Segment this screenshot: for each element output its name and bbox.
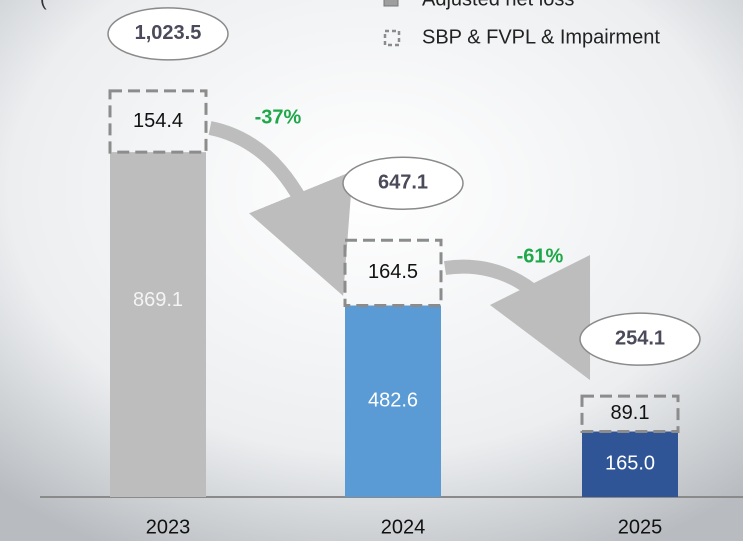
total-label: 254.1: [615, 327, 665, 349]
bar-segment: [345, 305, 441, 497]
total-bubble: [579, 312, 701, 366]
x-tick-label: 2025: [618, 516, 663, 538]
legend-label: SBP & FVPL & Impairment: [422, 26, 660, 48]
bar-segment: [343, 238, 443, 308]
value-label: 164.5: [368, 261, 418, 283]
legend-swatch: [383, 0, 399, 7]
value-label: 165.0: [605, 453, 655, 475]
legend-swatch: [383, 29, 401, 47]
arrow: [443, 254, 591, 381]
change-label: -37%: [255, 106, 302, 128]
value-label: 154.4: [133, 110, 183, 132]
value-label: 482.6: [368, 390, 418, 412]
x-tick-label: 2023: [146, 516, 191, 538]
value-label: 869.1: [133, 289, 183, 311]
bar-segment: [110, 152, 206, 497]
change-label: -61%: [517, 245, 564, 267]
total-bubble: [342, 156, 464, 210]
total-label: 647.1: [378, 172, 428, 194]
bar-segment: [108, 89, 208, 154]
x-tick-label: 2024: [381, 516, 426, 538]
bar-segment: [580, 394, 680, 434]
legend-label: Adjusted net loss: [422, 0, 574, 10]
total-label: 1,023.5: [135, 22, 202, 44]
unit-fragment: (: [40, 0, 47, 10]
arrow: [208, 121, 353, 296]
value-label: 89.1: [611, 402, 650, 424]
total-bubble: [107, 7, 229, 61]
bar-segment: [582, 431, 678, 497]
